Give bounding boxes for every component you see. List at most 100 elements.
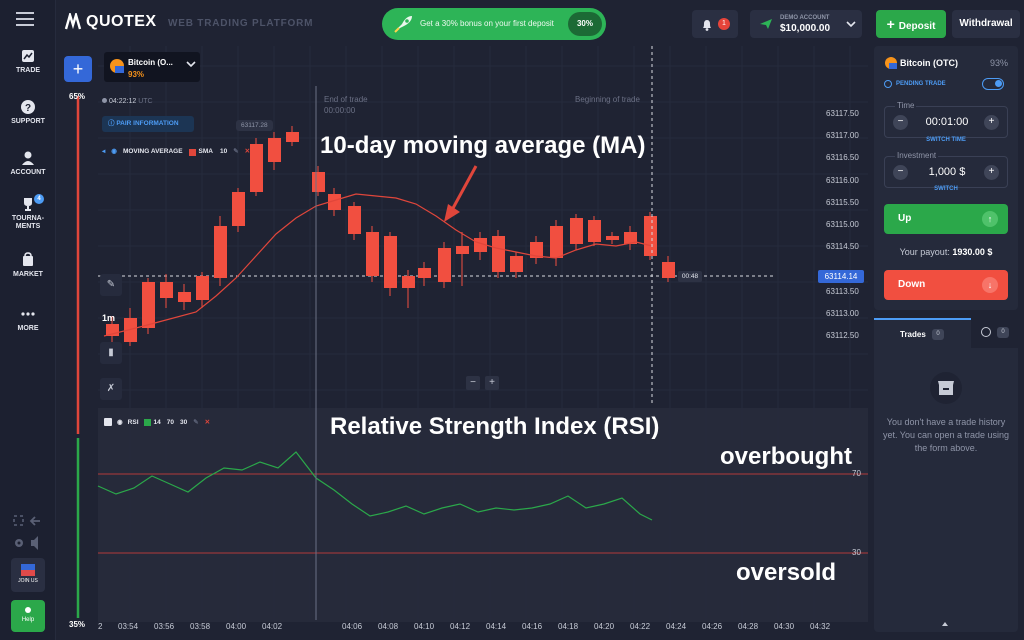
- nav-tournaments[interactable]: 4 TOURNA- MENTS: [0, 194, 56, 231]
- time-field: Time − 00:01:00 +: [884, 101, 1008, 138]
- indicator-name: MOVING AVERAGE: [122, 148, 183, 155]
- platform-title: WEB TRADING PLATFORM: [168, 18, 314, 29]
- time-axis-label: 03:54: [118, 622, 139, 631]
- scroll-up-icon[interactable]: [942, 622, 948, 626]
- nav-account[interactable]: ACCOUNT: [0, 150, 56, 177]
- fullscreen-icon[interactable]: [13, 515, 24, 526]
- chart-area[interactable]: + 65% 35% Bitcoin (O... 93% 04:22:12 UTC…: [56, 46, 868, 640]
- rsi-pane: [98, 408, 868, 622]
- candle: [510, 256, 523, 272]
- time-increase-button[interactable]: +: [984, 115, 999, 130]
- pending-trade-toggle[interactable]: [982, 78, 1004, 90]
- time-decrease-button[interactable]: −: [893, 115, 908, 130]
- nav-market-label: MARKET: [13, 271, 43, 278]
- collapse-icon[interactable]: ◂: [102, 148, 106, 155]
- sell-percent: 65%: [69, 92, 86, 101]
- bonus-banner[interactable]: Get a 30% bonus on your first deposit 30…: [382, 8, 606, 40]
- join-us-label: JOIN US: [18, 578, 38, 584]
- nav-market[interactable]: MARKET: [0, 252, 56, 279]
- zoom-out-button[interactable]: −: [466, 376, 480, 390]
- candles-icon: ▮: [108, 347, 114, 358]
- indicators-button[interactable]: ✗: [100, 378, 122, 400]
- draw-tool-button[interactable]: ✎: [100, 274, 122, 296]
- remove-indicator-icon[interactable]: ✕: [204, 419, 211, 426]
- trades-panel: Trades 0 0 You don't have a trade histor…: [874, 318, 1018, 632]
- ma-color-swatch[interactable]: [188, 148, 196, 156]
- chart-type-button[interactable]: ▮: [100, 342, 122, 364]
- investment-increase-button[interactable]: +: [984, 165, 999, 180]
- account-type: DEMO ACCOUNT: [780, 15, 830, 21]
- time-axis-label: 04:06: [342, 622, 363, 631]
- annotation-arrow-head: [444, 204, 460, 222]
- candle: [492, 236, 505, 272]
- asset-selector[interactable]: Bitcoin (O... 93%: [104, 52, 200, 82]
- zoom-in-button[interactable]: +: [485, 376, 499, 390]
- nav-trade[interactable]: TRADE: [0, 48, 56, 75]
- edit-indicator-icon[interactable]: ✎: [233, 148, 239, 155]
- price-axis-label: 63113.00: [826, 309, 859, 318]
- candle-tooltip: 63117.28: [236, 120, 273, 131]
- time-axis-label: 04:14: [486, 622, 507, 631]
- left-sidebar: TRADE ? SUPPORT ACCOUNT 4 TOURNA- MENTS …: [0, 0, 56, 640]
- menu-icon[interactable]: [16, 12, 34, 26]
- nav-support[interactable]: ? SUPPORT: [0, 99, 56, 126]
- time-axis-label: 04:12: [450, 622, 471, 631]
- time-axis-label: 04:20: [594, 622, 615, 631]
- help-button[interactable]: Help: [11, 600, 45, 632]
- up-button[interactable]: Up ↑: [884, 204, 1008, 234]
- rsi-color-swatch[interactable]: [143, 418, 151, 426]
- join-us-button[interactable]: JOIN US: [11, 558, 45, 592]
- edit-indicator-icon[interactable]: ✎: [193, 419, 199, 426]
- rsi-indicator-bar: ◉ RSI 14 70 30 ✎ ✕: [104, 416, 210, 428]
- buy-percent: 35%: [69, 620, 86, 629]
- bitcoin-flag-icon: [885, 57, 897, 69]
- sound-icon[interactable]: [31, 536, 38, 550]
- withdrawal-button[interactable]: Withdrawal: [952, 10, 1020, 38]
- account-selector[interactable]: DEMO ACCOUNT $10,000.00: [750, 10, 862, 38]
- timeframe-button[interactable]: 1m: [102, 313, 116, 323]
- nav-more-label: MORE: [17, 325, 39, 332]
- collapse-icon[interactable]: [104, 418, 112, 426]
- deposit-button[interactable]: + Deposit: [876, 10, 946, 38]
- investment-value[interactable]: 1,000 $: [928, 166, 966, 178]
- switch-investment-button[interactable]: SWITCH: [934, 186, 958, 192]
- add-chart-button[interactable]: +: [64, 56, 92, 82]
- candle: [588, 220, 601, 242]
- candle: [456, 246, 469, 254]
- notifications-badge: 1: [718, 18, 730, 30]
- candle: [178, 292, 191, 302]
- trade-asset-name: Bitcoin (OTC): [900, 58, 958, 68]
- logo[interactable]: QUOTEX: [64, 13, 157, 31]
- asset-percent: 93%: [128, 70, 145, 79]
- time-axis-label: 03:56: [154, 622, 175, 631]
- eye-icon[interactable]: ◉: [111, 148, 117, 155]
- tab-pending[interactable]: 0: [971, 318, 1018, 348]
- tab-trades[interactable]: Trades 0: [874, 318, 971, 348]
- pair-information-button[interactable]: ⓘ PAIR INFORMATION: [102, 116, 194, 132]
- down-button[interactable]: Down ↓: [884, 270, 1008, 300]
- settings-icon[interactable]: [15, 539, 23, 547]
- annotation-oversold: oversold: [736, 559, 837, 586]
- candle: [348, 206, 361, 234]
- rsi-high: 70: [166, 418, 174, 426]
- candle: [418, 268, 431, 278]
- rsi-low: 30: [179, 418, 188, 426]
- candle: [530, 242, 543, 258]
- price-axis-label: 63115.50: [826, 198, 859, 207]
- nav-tournaments-label-2: MENTS: [15, 223, 41, 230]
- back-arrow-icon[interactable]: [29, 516, 40, 526]
- remove-indicator-icon[interactable]: ✕: [244, 148, 251, 155]
- investment-decrease-button[interactable]: −: [893, 165, 908, 180]
- candle: [196, 276, 209, 300]
- nav-more[interactable]: MORE: [0, 306, 56, 333]
- notifications-button[interactable]: 1: [692, 10, 738, 38]
- candle: [250, 144, 263, 192]
- server-timezone: UTC: [138, 98, 153, 105]
- eye-icon[interactable]: ◉: [117, 419, 123, 426]
- time-value[interactable]: 00:01:00: [925, 116, 969, 128]
- time-axis-label: 04:22: [630, 622, 651, 631]
- sidebar-tools: [13, 515, 40, 550]
- time-axis-label: 04:28: [738, 622, 759, 631]
- switch-time-button[interactable]: SWITCH TIME: [926, 137, 966, 143]
- arrow-up-icon: ↑: [982, 211, 998, 227]
